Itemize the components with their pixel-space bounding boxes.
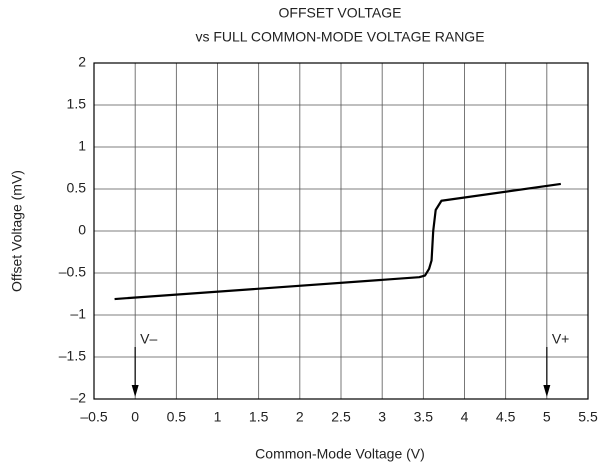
plot-frame: [93, 62, 589, 400]
y-tick-label: 1: [78, 138, 86, 154]
y-tick-label: 0.5: [67, 180, 87, 196]
x-tick-label: 3: [378, 409, 386, 425]
x-tick-label: 2: [296, 409, 304, 425]
y-tick-label: –0.5: [59, 264, 86, 280]
annotation-arrowhead: [131, 385, 139, 397]
x-tick-label: 3.5: [414, 409, 434, 425]
y-tick-label: –2: [70, 390, 86, 406]
chart-title: OFFSET VOLTAGE: [279, 5, 402, 21]
x-tick-label: 4.5: [496, 409, 516, 425]
data-line: [114, 182, 561, 301]
chart-subtitle: vs FULL COMMON-MODE VOLTAGE RANGE: [195, 29, 484, 45]
y-tick-label: –1.5: [59, 348, 86, 364]
x-tick-label: 0: [131, 409, 139, 425]
y-tick-label: 1.5: [67, 96, 87, 112]
x-tick-label: –0.5: [80, 409, 107, 425]
x-tick-label: 5.5: [578, 409, 598, 425]
annotation-arrowhead: [543, 385, 551, 397]
x-tick-label: 1: [214, 409, 222, 425]
x-tick-label: 4: [461, 409, 469, 425]
y-tick-label: 2: [78, 54, 86, 70]
x-tick-label: 1.5: [249, 409, 269, 425]
y-tick-label: 0: [78, 222, 86, 238]
y-axis-label: Offset Voltage (mV): [9, 170, 25, 292]
y-tick-label: –1: [70, 306, 86, 322]
x-tick-label: 5: [543, 409, 551, 425]
annotation-label: V–: [140, 331, 157, 347]
x-tick-label: 0.5: [167, 409, 187, 425]
x-axis-label: Common-Mode Voltage (V): [255, 446, 425, 462]
annotation-label: V+: [552, 331, 570, 347]
x-tick-label: 2.5: [331, 409, 351, 425]
